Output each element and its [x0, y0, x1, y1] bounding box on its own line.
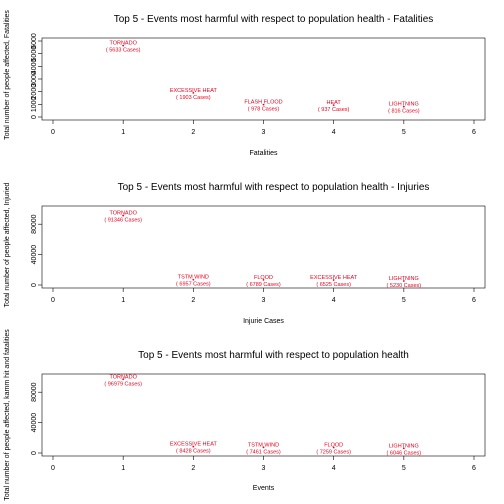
chart-title: Top 5 - Events most harmful with respect…: [138, 350, 409, 361]
point-label: EXCESSIVE HEAT: [310, 275, 358, 281]
point-label: EXCESSIVE HEAT: [170, 88, 218, 94]
point-label: TORNADO: [109, 211, 137, 217]
x-tick-label: 1: [121, 129, 125, 136]
x-tick-label: 6: [472, 297, 476, 304]
y-tick-label: 40000: [31, 245, 38, 265]
y-axis-label: Total number of people affected, Injurie…: [4, 183, 11, 308]
data-point: [122, 44, 125, 47]
y-tick-label: 4000: [31, 58, 38, 74]
y-tick-label: 0: [31, 115, 38, 119]
point-label: TSTM WIND: [248, 442, 279, 448]
x-tick-label: 0: [51, 297, 55, 304]
panel-fatalities: Top 5 - Events most harmful with respect…: [4, 10, 486, 157]
point-cases-label: ( 5633 Cases): [106, 48, 141, 54]
y-axis-label: Total number of people affected, kamm hi…: [4, 329, 11, 501]
x-axis-label: Events: [253, 485, 275, 492]
data-point: [402, 447, 405, 450]
x-tick-label: 2: [191, 465, 195, 472]
point-cases-label: ( 978 Cases): [248, 107, 280, 113]
x-tick-label: 4: [332, 297, 336, 304]
point-cases-label: ( 8428 Cases): [176, 449, 211, 455]
data-point: [262, 103, 265, 106]
point-label: LIGHTNING: [389, 102, 419, 108]
point-label: LIGHTNING: [389, 276, 419, 282]
point-label: FLOOD: [324, 442, 343, 448]
x-tick-label: 3: [262, 297, 266, 304]
y-tick-label: 40000: [31, 413, 38, 433]
point-cases-label: ( 6046 Cases): [387, 450, 422, 456]
x-tick-label: 2: [191, 297, 195, 304]
point-label: FLOOD: [254, 275, 273, 281]
point-cases-label: ( 5230 Cases): [387, 283, 422, 289]
data-point: [332, 279, 335, 281]
point-label: EXCESSIVE HEAT: [170, 442, 218, 448]
y-axis-label: Total number of people affected, Fatalit…: [4, 10, 11, 140]
data-point: [192, 278, 195, 281]
y-tick-label: 2000: [31, 84, 38, 100]
data-point: [262, 446, 265, 449]
y-tick-label: 0: [31, 283, 38, 287]
y-tick-label: 6000: [31, 33, 38, 49]
x-tick-label: 6: [472, 465, 476, 472]
data-point: [332, 104, 335, 107]
point-cases-label: ( 937 Cases): [318, 107, 350, 113]
x-tick-label: 5: [402, 465, 406, 472]
data-point: [402, 280, 405, 282]
x-axis-label: Fatalities: [249, 150, 278, 157]
point-label: TORNADO: [109, 41, 137, 47]
point-label: TORNADO: [109, 374, 137, 380]
y-tick-label: 3000: [31, 71, 38, 87]
x-tick-label: 6: [472, 129, 476, 136]
y-tick-label: 80000: [31, 214, 38, 234]
data-point: [332, 446, 335, 449]
data-point: [122, 378, 125, 381]
chart-title: Top 5 - Events most harmful with respect…: [118, 182, 430, 193]
point-cases-label: ( 6525 Cases): [316, 282, 351, 288]
x-tick-label: 4: [332, 129, 336, 136]
x-tick-label: 1: [121, 465, 125, 472]
x-tick-label: 4: [332, 465, 336, 472]
x-tick-label: 0: [51, 129, 55, 136]
y-tick-label: 5000: [31, 46, 38, 62]
x-tick-label: 5: [402, 297, 406, 304]
x-tick-label: 5: [402, 129, 406, 136]
y-tick-label: 0: [31, 451, 38, 455]
panel-events: Top 5 - Events most harmful with respect…: [4, 329, 486, 501]
point-cases-label: ( 96979 Cases): [104, 381, 142, 387]
data-point: [402, 105, 405, 108]
point-cases-label: ( 816 Cases): [388, 109, 420, 115]
x-tick-label: 1: [121, 297, 125, 304]
panel-injuries: Top 5 - Events most harmful with respect…: [4, 182, 486, 325]
point-cases-label: ( 6957 Cases): [176, 282, 211, 288]
y-tick-label: 80000: [31, 382, 38, 402]
data-point: [192, 445, 195, 448]
point-cases-label: ( 91346 Cases): [104, 218, 142, 224]
x-tick-label: 3: [262, 129, 266, 136]
x-tick-label: 2: [191, 129, 195, 136]
point-label: LIGHTNING: [389, 443, 419, 449]
point-label: HEAT: [327, 100, 342, 106]
data-point: [262, 278, 265, 281]
point-label: FLASH FLOOD: [244, 100, 282, 106]
x-axis-label: Injurie Cases: [243, 318, 284, 325]
y-tick-label: 1000: [31, 96, 38, 112]
point-cases-label: ( 7259 Cases): [316, 449, 351, 455]
point-cases-label: ( 7461 Cases): [246, 449, 281, 455]
chart-title: Top 5 - Events most harmful with respect…: [114, 14, 434, 25]
x-tick-label: 0: [51, 465, 55, 472]
point-cases-label: ( 1903 Cases): [176, 95, 211, 101]
data-point: [192, 91, 195, 94]
point-cases-label: ( 6789 Cases): [246, 282, 281, 288]
data-point: [122, 214, 125, 217]
x-tick-label: 3: [262, 465, 266, 472]
point-label: TSTM WIND: [178, 275, 209, 281]
